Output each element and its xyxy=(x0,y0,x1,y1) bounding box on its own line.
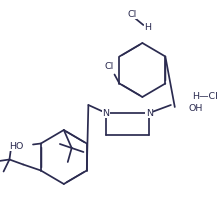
Text: HO: HO xyxy=(9,142,23,151)
Text: H—Cl: H—Cl xyxy=(192,92,218,100)
Text: N: N xyxy=(103,108,110,118)
Text: H: H xyxy=(144,23,151,31)
Text: N: N xyxy=(146,108,153,118)
Text: OH: OH xyxy=(189,104,203,112)
Text: Cl: Cl xyxy=(128,9,137,19)
Text: Cl: Cl xyxy=(105,62,114,71)
